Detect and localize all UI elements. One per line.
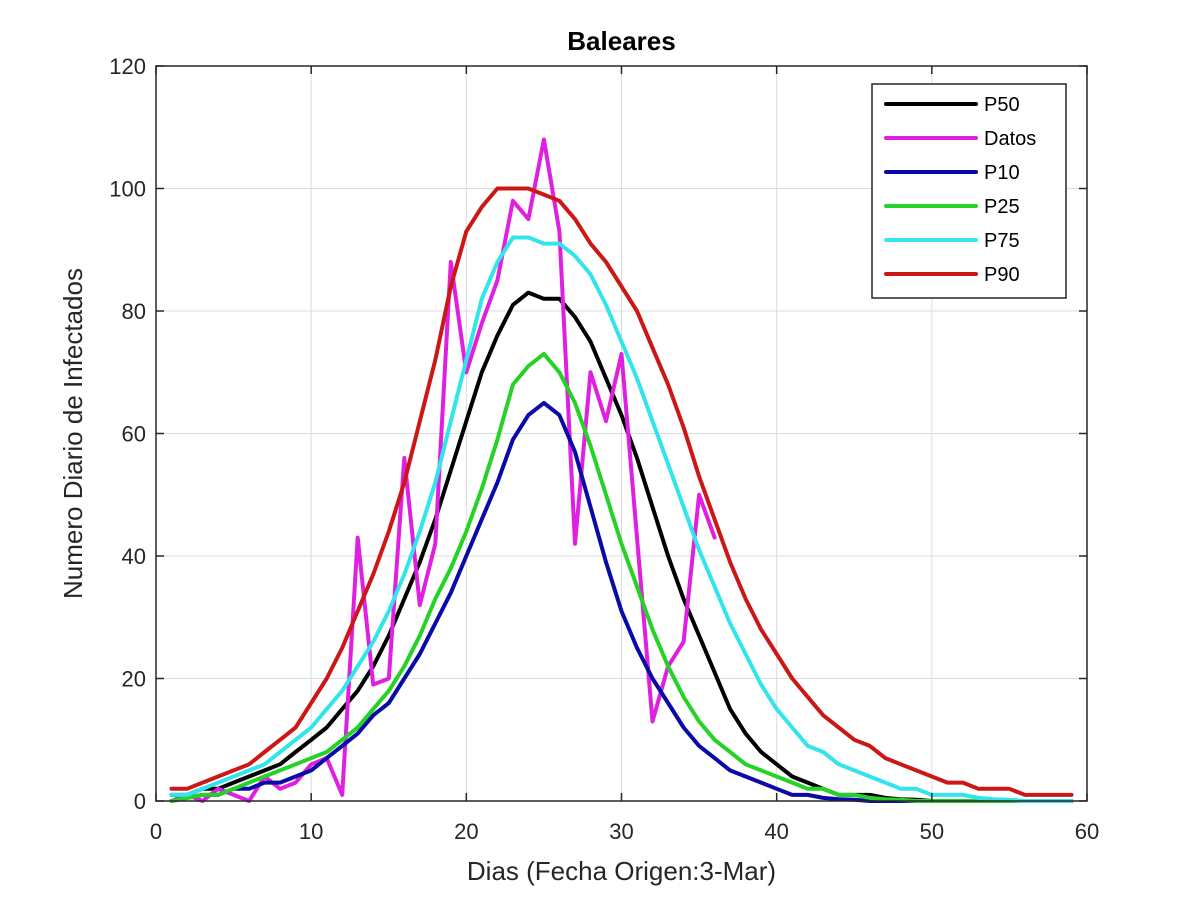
x-tick-label: 0 bbox=[150, 819, 162, 844]
y-tick-label: 120 bbox=[109, 54, 146, 79]
y-axis-title: Numero Diario de Infectados bbox=[58, 268, 88, 599]
axis-ticks: 0 10 20 30 40 50 60 0 20 40 60 80 100 120 bbox=[109, 54, 1099, 844]
x-tick-label: 10 bbox=[299, 819, 323, 844]
x-tick-label: 50 bbox=[920, 819, 944, 844]
x-tick-label: 40 bbox=[764, 819, 788, 844]
legend-box bbox=[871, 83, 1067, 299]
legend-label-datos: Datos bbox=[984, 128, 1036, 150]
legend-label-p75: P75 bbox=[984, 230, 1020, 252]
series-line-datos bbox=[169, 137, 717, 803]
x-axis-title: Dias (Fecha Origen:3-Mar) bbox=[467, 856, 776, 886]
y-tick-label: 60 bbox=[122, 422, 146, 447]
y-tick-label: 80 bbox=[122, 299, 146, 324]
legend-label-p10: P10 bbox=[984, 162, 1020, 184]
y-tick-label: 20 bbox=[122, 667, 146, 692]
legend-label-p25: P25 bbox=[984, 196, 1020, 218]
y-tick-label: 0 bbox=[134, 789, 146, 814]
x-tick-label: 60 bbox=[1075, 819, 1099, 844]
series-line-p90 bbox=[169, 186, 1074, 797]
legend-label-p50: P50 bbox=[984, 94, 1020, 116]
legend: P50 Datos P10 P25 P75 P90 bbox=[871, 83, 1067, 299]
y-tick-label: 40 bbox=[122, 544, 146, 569]
y-tick-label: 100 bbox=[109, 177, 146, 202]
series-line-p75 bbox=[169, 235, 1074, 803]
chart-title: Baleares bbox=[567, 26, 675, 56]
x-tick-label: 30 bbox=[609, 819, 633, 844]
legend-label-p90: P90 bbox=[984, 264, 1020, 286]
x-tick-label: 20 bbox=[454, 819, 478, 844]
